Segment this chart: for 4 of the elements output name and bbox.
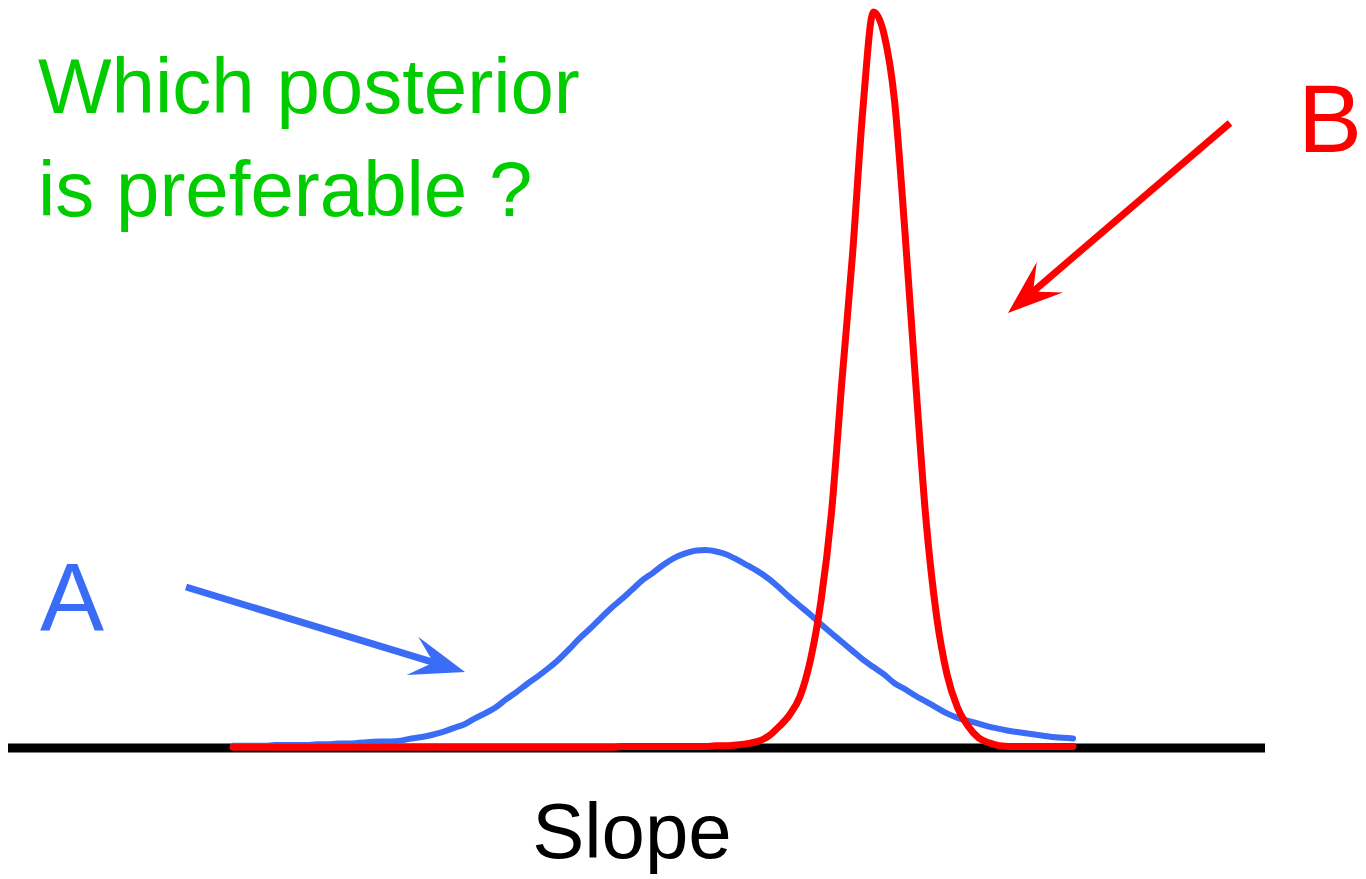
x-axis-title: Slope (532, 787, 732, 875)
text: Which posterior is preferable ? (38, 42, 580, 233)
text: B (1298, 65, 1363, 172)
legend-label: A (40, 543, 105, 650)
